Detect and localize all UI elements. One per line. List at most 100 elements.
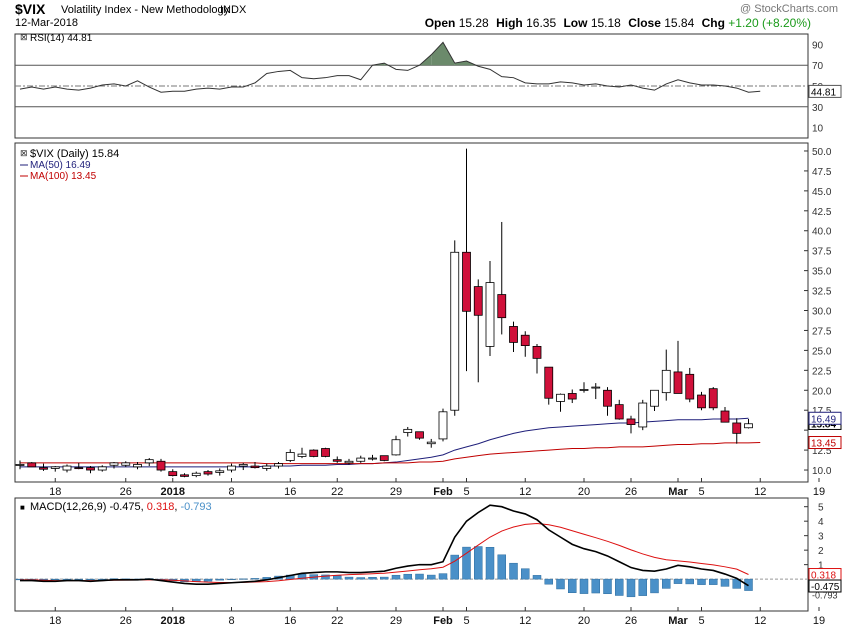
macd-histogram-bar bbox=[368, 576, 377, 580]
candle bbox=[591, 383, 601, 400]
candle bbox=[509, 321, 518, 352]
macd-x-label: 12 bbox=[754, 615, 766, 627]
macd-histogram-bar bbox=[662, 578, 671, 589]
price-y-tick-label: 17.5 bbox=[812, 406, 832, 417]
candle bbox=[697, 391, 706, 411]
rsi-y-tick-label: 30 bbox=[812, 103, 824, 114]
candle-body bbox=[603, 389, 612, 407]
candle-body bbox=[39, 467, 48, 470]
macd-histogram-bar bbox=[250, 578, 260, 580]
price-x-label: 12 bbox=[519, 486, 531, 498]
macd-histogram-bar bbox=[74, 578, 83, 580]
candle-body bbox=[509, 326, 518, 343]
macd-last-label-frame bbox=[808, 579, 842, 593]
candle-body bbox=[109, 462, 119, 466]
macd-histogram-bar bbox=[356, 577, 365, 580]
candle-body bbox=[238, 464, 248, 467]
candle bbox=[379, 455, 389, 462]
price-last-label-frame bbox=[808, 436, 842, 450]
macd-histogram-bar bbox=[650, 578, 659, 594]
candle bbox=[638, 399, 648, 431]
candle bbox=[579, 382, 589, 393]
price-x-label: Mar bbox=[668, 486, 688, 498]
candle bbox=[144, 458, 154, 467]
candle bbox=[27, 462, 37, 468]
symbol-exchange: INDX bbox=[220, 4, 247, 16]
price-x-label: 16 bbox=[284, 486, 296, 498]
macd-histogram-bar bbox=[297, 573, 307, 580]
candle-body bbox=[62, 465, 72, 471]
candle bbox=[156, 458, 166, 472]
macd-x-label: 20 bbox=[578, 615, 590, 627]
macd-x-label: 19 bbox=[813, 615, 825, 627]
chart-date: 12-Mar-2018 bbox=[15, 17, 78, 29]
price-x-label: 2018 bbox=[161, 486, 185, 498]
price-x-label: 12 bbox=[754, 486, 766, 498]
price-x-label: 19 bbox=[813, 486, 825, 498]
candle bbox=[203, 470, 213, 476]
candle bbox=[556, 393, 565, 412]
candle bbox=[215, 468, 225, 476]
candle-body bbox=[274, 463, 283, 467]
rsi-y-tick-label: 90 bbox=[812, 40, 824, 51]
candle bbox=[238, 462, 248, 471]
candle-body bbox=[697, 394, 706, 409]
macd-legend-signal: 0.318 bbox=[147, 501, 175, 513]
macd-histogram-bar bbox=[591, 578, 600, 594]
macd-x-label: 22 bbox=[331, 615, 343, 627]
price-y-tick-label: 30.0 bbox=[812, 307, 832, 318]
candle-body bbox=[614, 404, 624, 420]
candle bbox=[250, 462, 260, 469]
candle bbox=[450, 240, 460, 416]
macd-histogram-bar bbox=[239, 578, 248, 580]
candle-body bbox=[156, 460, 166, 471]
candle-body bbox=[203, 471, 213, 475]
macd-x-label: 2018 bbox=[161, 615, 185, 627]
candle bbox=[532, 344, 542, 374]
price-y-tick-label: 40.0 bbox=[812, 227, 832, 238]
candle-body bbox=[250, 465, 260, 469]
candle-body bbox=[720, 410, 730, 423]
macd-histogram-bar bbox=[391, 574, 401, 580]
candle bbox=[15, 460, 25, 470]
candle-body bbox=[708, 388, 718, 409]
candle-body bbox=[285, 452, 295, 461]
candle-body bbox=[379, 455, 389, 461]
candle bbox=[403, 426, 413, 437]
macd-histogram-bar bbox=[51, 578, 60, 581]
macd-histogram-bar bbox=[532, 575, 542, 580]
price-last-label: 16.49 bbox=[811, 414, 836, 425]
candle-body bbox=[438, 411, 448, 440]
rsi-y-tick-label: 10 bbox=[812, 124, 824, 135]
macd-histogram-bar bbox=[321, 574, 330, 580]
candle-body bbox=[744, 423, 753, 429]
candle-body bbox=[732, 422, 742, 434]
candle-body bbox=[567, 393, 577, 400]
macd-x-label: 5 bbox=[463, 615, 469, 627]
candle bbox=[309, 449, 319, 458]
macd-x-label: 26 bbox=[120, 615, 132, 627]
candle bbox=[274, 462, 283, 469]
candle bbox=[473, 279, 483, 383]
macd-histogram-bar bbox=[544, 578, 553, 585]
ma100-legend: MA(100) 13.45 bbox=[30, 171, 97, 182]
candle-body bbox=[27, 462, 37, 468]
price-y-tick-label: 12.5 bbox=[812, 446, 832, 457]
candle bbox=[356, 455, 366, 463]
candle bbox=[626, 415, 636, 434]
candle-body bbox=[626, 418, 636, 425]
rsi-overbought-fill bbox=[454, 61, 467, 66]
candle bbox=[603, 387, 612, 416]
candle-body bbox=[415, 431, 424, 439]
rsi-line bbox=[19, 41, 761, 93]
rsi-legend: RSI(14) 44.81 bbox=[30, 33, 93, 44]
candle bbox=[50, 466, 60, 472]
macd-histogram-bar bbox=[450, 554, 459, 580]
macd-y-tick-label: 2 bbox=[818, 546, 824, 557]
macd-last-label: -0.475 bbox=[811, 582, 840, 593]
macd-x-label: Mar bbox=[668, 615, 688, 627]
price-y-tick-label: 22.5 bbox=[812, 366, 832, 377]
candle bbox=[39, 463, 48, 471]
price-last-label: 15.84 bbox=[811, 419, 836, 430]
candle bbox=[121, 461, 131, 467]
